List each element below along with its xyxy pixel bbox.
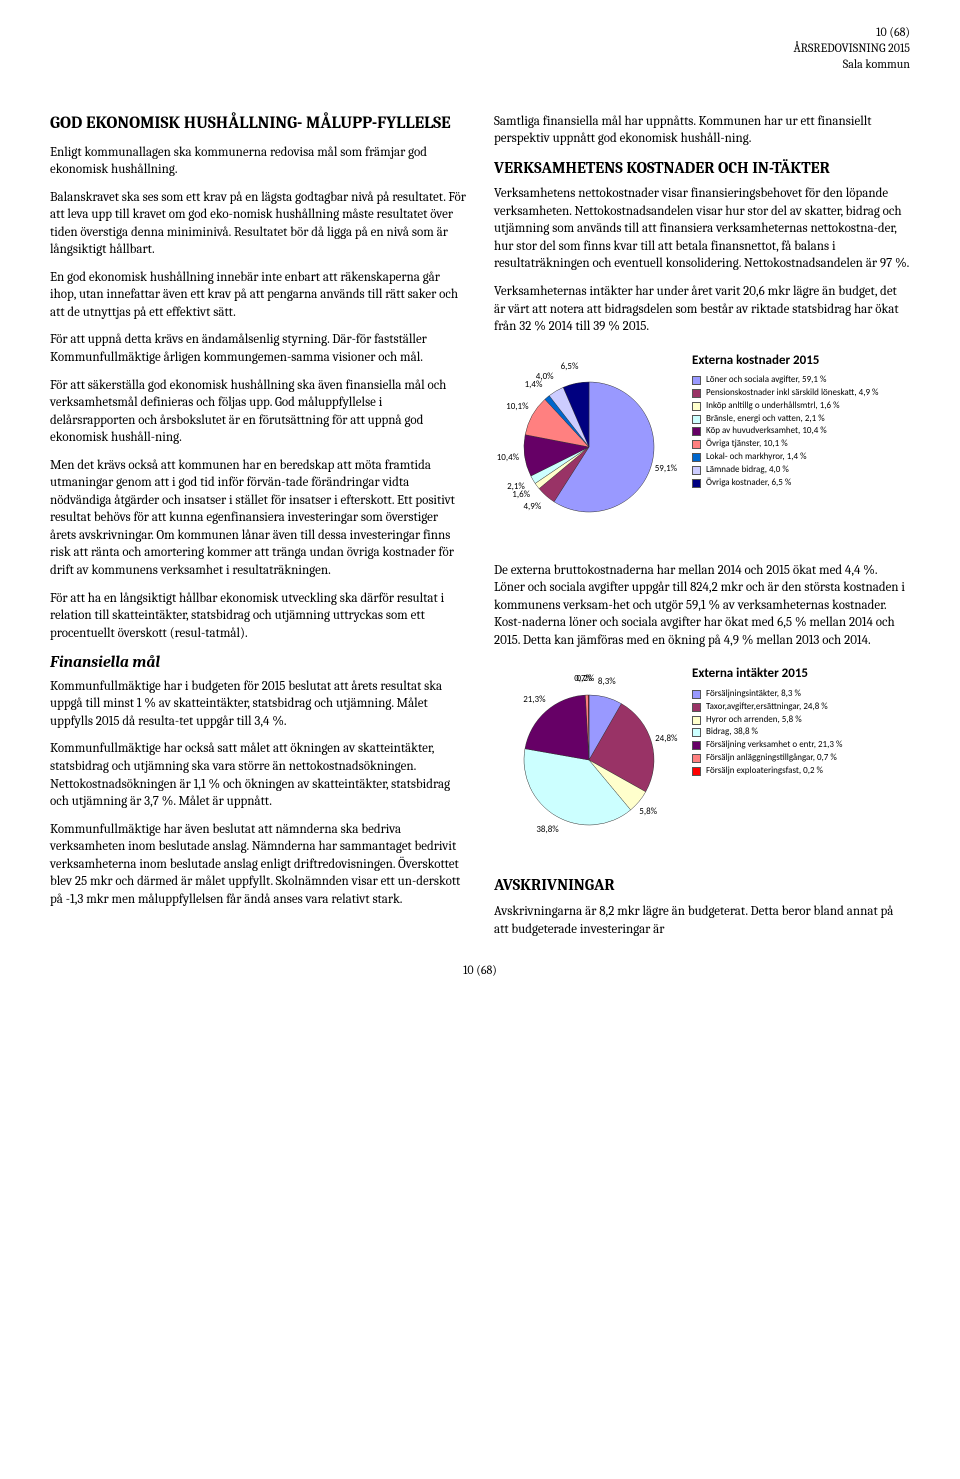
legend-kostnader: Externa kostnader 2015 Löner och sociala… bbox=[692, 352, 910, 491]
legend-label: Övriga kostnader, 6,5 % bbox=[706, 478, 791, 489]
legend-swatch bbox=[692, 415, 701, 424]
para: Verksamhetens nettokostnader visar finan… bbox=[494, 185, 910, 273]
pie-slice-label: 4,0% bbox=[536, 371, 554, 383]
para: Samtliga finansiella mål har uppnåtts. K… bbox=[494, 113, 910, 148]
para: Verksamheternas intäkter har under året … bbox=[494, 283, 910, 336]
legend-swatch bbox=[692, 453, 701, 462]
legend-item: Löner och sociala avgifter, 59,1 % bbox=[692, 375, 910, 386]
legend-item: Bidrag, 38,8 % bbox=[692, 727, 910, 738]
legend-swatch bbox=[692, 741, 701, 750]
legend-item: Försäljn exploateringsfast, 0,2 % bbox=[692, 766, 910, 777]
legend-swatch bbox=[692, 754, 701, 763]
legend-swatch bbox=[692, 389, 701, 398]
pie-slice-label: 38,8% bbox=[536, 824, 558, 836]
page-footer: 10 (68) bbox=[50, 962, 910, 978]
para: För att säkerställa god ekonomisk hushål… bbox=[50, 377, 466, 447]
para: Enligt kommunallagen ska kommunerna redo… bbox=[50, 144, 466, 179]
pie-slice-label: 10,4% bbox=[497, 452, 519, 464]
legend-label: Hyror och arrenden, 5,8 % bbox=[706, 715, 802, 726]
legend-swatch bbox=[692, 690, 701, 699]
legend-swatch bbox=[692, 716, 701, 725]
pie-slice-label: 5,8% bbox=[639, 806, 657, 818]
page-header: 10 (68) ÅRSREDOVISNING 2015 Sala kommun bbox=[50, 24, 910, 73]
legend-swatch bbox=[692, 427, 701, 436]
legend-item: Taxor,avgifter,ersättningar, 24,8 % bbox=[692, 702, 910, 713]
org-name: Sala kommun bbox=[50, 56, 910, 72]
chart-externa-kostnader: 59,1%4,9%1,6%2,1%10,4%10,1%1,4%4,0%6,5% … bbox=[494, 352, 910, 542]
pie-slice-label: 0,2% bbox=[576, 673, 594, 685]
legend-swatch bbox=[692, 440, 701, 449]
right-column: Samtliga finansiella mål har uppnåtts. K… bbox=[494, 113, 910, 948]
legend-label: Försäljning verksamhet o entr, 21,3 % bbox=[706, 740, 842, 751]
legend-item: Pensionskostnader inkl särskild löneskat… bbox=[692, 388, 910, 399]
heading-verksamhetens: VERKSAMHETENS KOSTNADER OCH IN-TÄKTER bbox=[494, 158, 910, 180]
doc-title: ÅRSREDOVISNING 2015 bbox=[50, 40, 910, 56]
legend-label: Försäljn exploateringsfast, 0,2 % bbox=[706, 766, 823, 777]
legend-label: Köp av huvudverksamhet, 10,4 % bbox=[706, 426, 827, 437]
legend-swatch bbox=[692, 402, 701, 411]
legend-item: Bränsle, energi och vatten, 2,1 % bbox=[692, 414, 910, 425]
pie-slice-label: 4,9% bbox=[523, 501, 541, 513]
para: För att uppnå detta krävs en ändamålsenl… bbox=[50, 331, 466, 366]
legend-swatch bbox=[692, 767, 701, 776]
para: Avskrivningarna är 8,2 mkr lägre än budg… bbox=[494, 903, 910, 938]
heading-avskrivningar: AVSKRIVNINGAR bbox=[494, 875, 910, 897]
legend-item: Lämnade bidrag, 4,0 % bbox=[692, 465, 910, 476]
legend-label: Lämnade bidrag, 4,0 % bbox=[706, 465, 789, 476]
para: De externa bruttokostnaderna har mellan … bbox=[494, 562, 910, 650]
legend-swatch bbox=[692, 376, 701, 385]
legend-item: Hyror och arrenden, 5,8 % bbox=[692, 715, 910, 726]
pie-slice-label: 6,5% bbox=[561, 361, 579, 373]
legend-label: Försäljn anläggningstillgångar, 0,7 % bbox=[706, 753, 837, 764]
para: Kommunfullmäktige har också satt målet a… bbox=[50, 740, 466, 810]
pie-slice-label: 21,3% bbox=[523, 694, 545, 706]
legend-title: Externa intäkter 2015 bbox=[692, 665, 910, 683]
legend-label: Övriga tjänster, 10,1 % bbox=[706, 439, 788, 450]
legend-label: Pensionskostnader inkl särskild löneskat… bbox=[706, 388, 878, 399]
legend-item: Övriga kostnader, 6,5 % bbox=[692, 478, 910, 489]
legend-item: Övriga tjänster, 10,1 % bbox=[692, 439, 910, 450]
pie-slice-label: 59,1% bbox=[655, 463, 677, 475]
legend-label: Lokal- och markhyror, 1,4 % bbox=[706, 452, 807, 463]
legend-item: Försäljningsintäkter, 8,3 % bbox=[692, 689, 910, 700]
pie-chart-kostnader: 59,1%4,9%1,6%2,1%10,4%10,1%1,4%4,0%6,5% bbox=[494, 352, 684, 542]
legend-item: Försäljn anläggningstillgångar, 0,7 % bbox=[692, 753, 910, 764]
pie-chart-intakter: 8,3%24,8%5,8%38,8%21,3%0,7%0,2% bbox=[494, 665, 684, 855]
legend-label: Bidrag, 38,8 % bbox=[706, 727, 758, 738]
legend-item: Inköp anltillg o underhållsmtrl, 1,6 % bbox=[692, 401, 910, 412]
pie-slice-label: 24,8% bbox=[655, 733, 677, 745]
legend-label: Löner och sociala avgifter, 59,1 % bbox=[706, 375, 826, 386]
legend-swatch bbox=[692, 703, 701, 712]
para: Kommunfullmäktige har även beslutat att … bbox=[50, 821, 466, 909]
para: Balanskravet ska ses som ett krav på en … bbox=[50, 189, 466, 259]
chart-externa-intakter: 8,3%24,8%5,8%38,8%21,3%0,7%0,2% Externa … bbox=[494, 665, 910, 855]
heading-god-ekonomisk: GOD EKONOMISK HUSHÅLLNING- MÅLUPP-FYLLEL… bbox=[50, 113, 466, 136]
left-column: GOD EKONOMISK HUSHÅLLNING- MÅLUPP-FYLLEL… bbox=[50, 113, 466, 948]
legend-intakter: Externa intäkter 2015 Försäljningsintäkt… bbox=[692, 665, 910, 778]
legend-label: Försäljningsintäkter, 8,3 % bbox=[706, 689, 801, 700]
legend-item: Försäljning verksamhet o entr, 21,3 % bbox=[692, 740, 910, 751]
legend-item: Köp av huvudverksamhet, 10,4 % bbox=[692, 426, 910, 437]
page-number: 10 (68) bbox=[50, 24, 910, 40]
para: Men det krävs också att kommunen har en … bbox=[50, 457, 466, 580]
pie-slice-label: 10,1% bbox=[506, 401, 528, 413]
legend-swatch bbox=[692, 728, 701, 737]
legend-title: Externa kostnader 2015 bbox=[692, 352, 910, 370]
legend-label: Bränsle, energi och vatten, 2,1 % bbox=[706, 414, 825, 425]
legend-label: Inköp anltillg o underhållsmtrl, 1,6 % bbox=[706, 401, 840, 412]
para: Kommunfullmäktige har i budgeten för 201… bbox=[50, 678, 466, 731]
para: För att ha en långsiktigt hållbar ekonom… bbox=[50, 590, 466, 643]
para: En god ekonomisk hushållning innebär int… bbox=[50, 269, 466, 322]
legend-swatch bbox=[692, 479, 701, 488]
legend-item: Lokal- och markhyror, 1,4 % bbox=[692, 452, 910, 463]
heading-finansiella-mal: Finansiella mål bbox=[50, 652, 466, 674]
legend-swatch bbox=[692, 466, 701, 475]
pie-slice-label: 8,3% bbox=[598, 676, 616, 688]
pie-slice-label: 2,1% bbox=[507, 481, 525, 493]
legend-label: Taxor,avgifter,ersättningar, 24,8 % bbox=[706, 702, 828, 713]
